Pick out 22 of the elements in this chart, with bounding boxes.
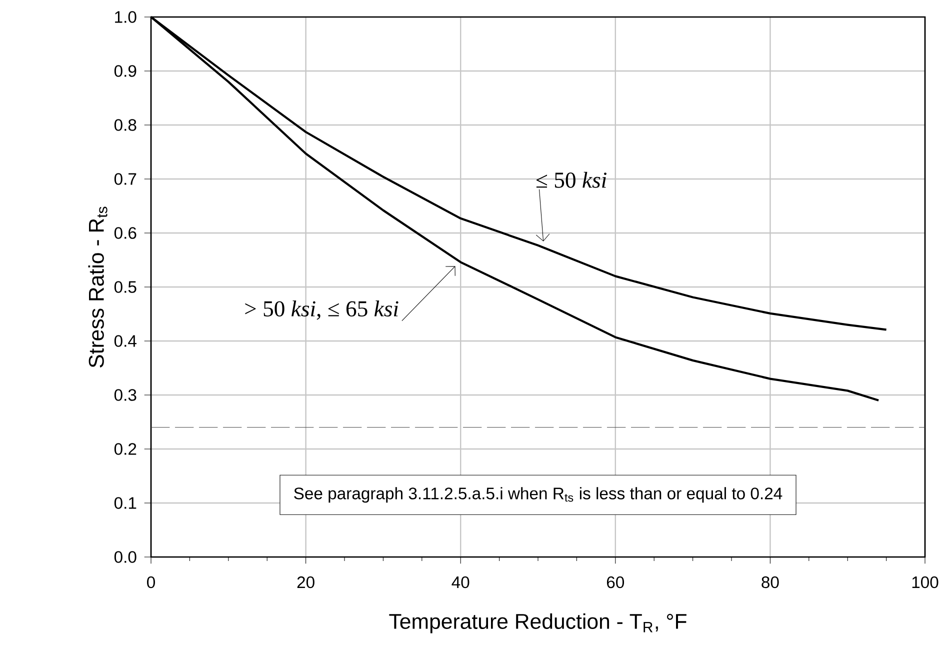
- y-tick-label: 0.1: [114, 497, 136, 509]
- x-tick-label: 40: [452, 576, 470, 588]
- y-tick-label: 0.9: [114, 65, 136, 77]
- x-tick-label: 60: [606, 576, 624, 588]
- y-tick-label: 0.7: [114, 173, 136, 185]
- text: ≤ 50 ksi: [536, 172, 606, 188]
- y-tick-label: 0.3: [114, 389, 136, 401]
- x-tick-label: 100: [912, 576, 938, 588]
- text: > 50 ksi, ≤ 65 ksi: [245, 300, 398, 320]
- y-tick-label: 1.0: [115, 11, 136, 23]
- y-tick-label: 0.6: [114, 227, 136, 239]
- y-tick-label: 0.4: [114, 335, 136, 347]
- annotation: See paragraph 3.11.2.5.a.5.i when R$_{ts}$ is less than or equal to 0.24: [294, 487, 782, 503]
- y-tick-label: 0.2: [114, 443, 136, 455]
- x-tick-label: 0: [147, 576, 155, 588]
- y-tick-label: 0.5: [114, 281, 136, 293]
- x-tick-label: 80: [762, 576, 779, 588]
- x-tick-label: 20: [297, 576, 314, 588]
- y-tick-label: 0.0: [114, 551, 136, 563]
- y-tick-label: 0.8: [114, 119, 136, 131]
- y-axis-title: Stress Ratio - R$_{ts}$: [88, 206, 108, 368]
- x-axis-title: Temperature Reduction - T$_{R}$, °F: [389, 613, 686, 634]
